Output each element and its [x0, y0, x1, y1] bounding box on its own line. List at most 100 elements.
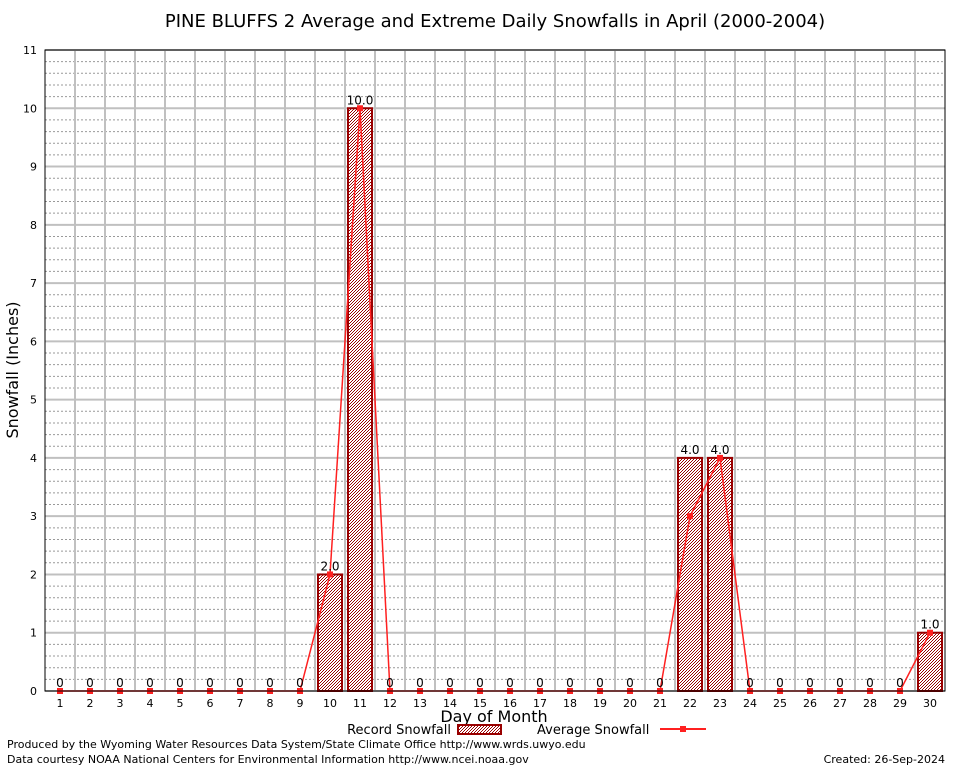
x-tick-label: 23 — [713, 697, 727, 710]
x-tick-label: 28 — [863, 697, 877, 710]
record-value-label: 0 — [776, 676, 784, 690]
record-value-label: 0 — [446, 676, 454, 690]
bars — [317, 107, 943, 693]
record-value-label: 0 — [746, 676, 754, 690]
average-point — [327, 571, 333, 578]
x-tick-label: 16 — [503, 697, 517, 710]
record-bar — [917, 631, 943, 693]
record-bar — [707, 456, 733, 692]
x-tick-label: 8 — [267, 697, 274, 710]
y-tick-label: 11 — [23, 44, 37, 57]
x-tick-label: 14 — [443, 697, 457, 710]
record-value-label: 0 — [506, 676, 514, 690]
x-tick-label: 12 — [383, 697, 397, 710]
x-tick-label: 20 — [623, 697, 637, 710]
y-tick-label: 5 — [30, 394, 37, 407]
record-value-label: 0 — [146, 676, 154, 690]
y-tick-label: 9 — [30, 161, 37, 174]
y-tick-label: 3 — [30, 510, 37, 523]
legend-average-marker — [680, 726, 686, 732]
average-point — [927, 629, 933, 636]
plot-frame — [44, 49, 946, 692]
record-value-label: 0 — [116, 676, 124, 690]
record-value-label: 0 — [236, 676, 244, 690]
x-axis-label: Day of Month — [440, 707, 547, 726]
record-value-label: 0 — [836, 676, 844, 690]
record-value-label: 2.0 — [320, 559, 339, 573]
x-tick-label: 22 — [683, 697, 697, 710]
record-value-label: 0 — [86, 676, 94, 690]
record-value-label: 10.0 — [347, 93, 374, 107]
footer-created: Created: 26-Sep-2024 — [824, 753, 945, 766]
record-value-label: 4.0 — [710, 443, 729, 457]
legend-average-label: Average Snowfall — [537, 723, 649, 738]
x-tick-label: 27 — [833, 697, 847, 710]
x-tick-label: 18 — [563, 697, 577, 710]
record-value-label: 0 — [896, 676, 904, 690]
y-tick-label: 6 — [30, 335, 37, 348]
record-bar — [677, 456, 703, 692]
footer-produced-by: Produced by the Wyoming Water Resources … — [7, 738, 586, 751]
x-tick-label: 25 — [773, 697, 787, 710]
x-tick-label: 13 — [413, 697, 427, 710]
average-point — [687, 513, 693, 520]
y-tick-label: 10 — [23, 102, 37, 115]
chart-title: PINE BLUFFS 2 Average and Extreme Daily … — [165, 11, 825, 32]
record-value-label: 0 — [266, 676, 274, 690]
legend-record-swatch — [457, 724, 502, 735]
record-value-label: 0 — [416, 676, 424, 690]
x-tick-label: 15 — [473, 697, 487, 710]
x-tick-label: 2 — [87, 697, 94, 710]
x-tick-label: 26 — [803, 697, 817, 710]
record-value-label: 0 — [866, 676, 874, 690]
x-tick-label: 5 — [177, 697, 184, 710]
average-point — [357, 105, 363, 112]
x-tick-label: 30 — [923, 697, 937, 710]
x-tick-label: 11 — [353, 697, 367, 710]
record-value-label: 0 — [296, 676, 304, 690]
record-value-label: 0 — [476, 676, 484, 690]
data-labels: 0 0 0 0 0 0 0 0 0 2.0 10.0 0 0 0 0 0 0 0 0 0 0 4.0 4.0 0 0 0 0 0 0 1.… — [56, 93, 939, 690]
legend: Record Snowfall Average Snowfall — [347, 723, 706, 738]
y-tick-label: 2 — [30, 568, 37, 581]
x-tick-label: 9 — [297, 697, 304, 710]
footer-data-courtesy: Data courtesy NOAA National Centers for … — [7, 753, 529, 766]
record-value-label: 4.0 — [680, 443, 699, 457]
record-value-label: 0 — [56, 676, 64, 690]
y-tick-label: 0 — [30, 685, 37, 698]
record-value-label: 0 — [206, 676, 214, 690]
x-tick-label: 1 — [57, 697, 64, 710]
x-tick-label: 7 — [237, 697, 244, 710]
record-value-label: 0 — [806, 676, 814, 690]
record-value-label: 0 — [656, 676, 664, 690]
y-tick-label: 4 — [30, 452, 37, 465]
x-tick-label: 21 — [653, 697, 667, 710]
record-value-label: 0 — [386, 676, 394, 690]
record-bar — [317, 573, 343, 692]
y-tick-label: 7 — [30, 277, 37, 290]
average-point — [717, 454, 723, 461]
x-tick-label: 4 — [147, 697, 154, 710]
x-tick-label: 19 — [593, 697, 607, 710]
x-tick-label: 6 — [207, 697, 214, 710]
y-axis-label: Snowfall (Inches) — [3, 301, 22, 438]
x-tick-label: 24 — [743, 697, 757, 710]
record-value-label: 0 — [536, 676, 544, 690]
record-bar — [347, 107, 373, 693]
y-tick-label: 8 — [30, 219, 37, 232]
x-tick-label: 3 — [117, 697, 124, 710]
record-value-label: 0 — [176, 676, 184, 690]
grid — [45, 49, 945, 692]
record-value-label: 1.0 — [920, 618, 939, 632]
x-tick-label: 10 — [323, 697, 337, 710]
record-value-label: 0 — [566, 676, 574, 690]
legend-record-label: Record Snowfall — [347, 723, 451, 738]
x-tick-label: 29 — [893, 697, 907, 710]
x-tick-label: 17 — [533, 697, 547, 710]
y-tick-label: 1 — [30, 627, 37, 640]
record-value-label: 0 — [596, 676, 604, 690]
record-value-label: 0 — [626, 676, 634, 690]
